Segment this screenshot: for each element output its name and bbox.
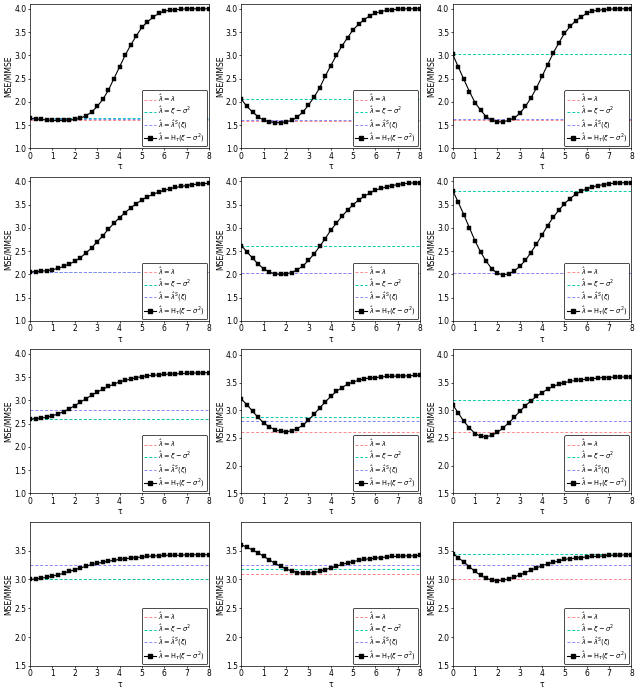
X-axis label: τ: τ: [117, 335, 122, 344]
Y-axis label: MSE/MMSE: MSE/MMSE: [216, 228, 225, 270]
Y-axis label: MSE/MMSE: MSE/MMSE: [216, 573, 225, 615]
X-axis label: τ: τ: [329, 162, 333, 171]
X-axis label: τ: τ: [540, 335, 544, 344]
Legend: $\hat{\lambda} = \lambda$, $\hat{\lambda} = \xi - \sigma^2$, $\hat{\lambda} = \h: $\hat{\lambda} = \lambda$, $\hat{\lambda…: [142, 90, 207, 146]
Legend: $\hat{\lambda} = \lambda$, $\hat{\lambda} = \xi - \sigma^2$, $\hat{\lambda} = \h: $\hat{\lambda} = \lambda$, $\hat{\lambda…: [564, 90, 630, 146]
X-axis label: τ: τ: [540, 507, 544, 516]
X-axis label: τ: τ: [117, 507, 122, 516]
Y-axis label: MSE/MMSE: MSE/MMSE: [427, 401, 436, 442]
Legend: $\hat{\lambda} = \lambda$, $\hat{\lambda} = \xi - \sigma^2$, $\hat{\lambda} = \h: $\hat{\lambda} = \lambda$, $\hat{\lambda…: [353, 263, 418, 319]
X-axis label: τ: τ: [329, 335, 333, 344]
X-axis label: τ: τ: [117, 680, 122, 689]
Y-axis label: MSE/MMSE: MSE/MMSE: [4, 401, 13, 442]
Legend: $\hat{\lambda} = \lambda$, $\hat{\lambda} = \xi - \sigma^2$, $\hat{\lambda} = \h: $\hat{\lambda} = \lambda$, $\hat{\lambda…: [353, 90, 418, 146]
Y-axis label: MSE/MMSE: MSE/MMSE: [427, 55, 436, 97]
Legend: $\hat{\lambda} = \lambda$, $\hat{\lambda} = \xi - \sigma^2$, $\hat{\lambda} = \h: $\hat{\lambda} = \lambda$, $\hat{\lambda…: [142, 435, 207, 491]
Y-axis label: MSE/MMSE: MSE/MMSE: [216, 401, 225, 442]
X-axis label: τ: τ: [540, 162, 544, 171]
Legend: $\hat{\lambda} = \lambda$, $\hat{\lambda} = \xi - \sigma^2$, $\hat{\lambda} = \h: $\hat{\lambda} = \lambda$, $\hat{\lambda…: [142, 263, 207, 319]
Y-axis label: MSE/MMSE: MSE/MMSE: [4, 228, 13, 270]
Y-axis label: MSE/MMSE: MSE/MMSE: [4, 573, 13, 615]
X-axis label: τ: τ: [329, 680, 333, 689]
Legend: $\hat{\lambda} = \lambda$, $\hat{\lambda} = \xi - \sigma^2$, $\hat{\lambda} = \h: $\hat{\lambda} = \lambda$, $\hat{\lambda…: [564, 263, 630, 319]
X-axis label: τ: τ: [329, 507, 333, 516]
Legend: $\hat{\lambda} = \lambda$, $\hat{\lambda} = \xi - \sigma^2$, $\hat{\lambda} = \h: $\hat{\lambda} = \lambda$, $\hat{\lambda…: [564, 435, 630, 491]
Legend: $\hat{\lambda} = \lambda$, $\hat{\lambda} = \xi - \sigma^2$, $\hat{\lambda} = \h: $\hat{\lambda} = \lambda$, $\hat{\lambda…: [353, 435, 418, 491]
Legend: $\hat{\lambda} = \lambda$, $\hat{\lambda} = \xi - \sigma^2$, $\hat{\lambda} = \h: $\hat{\lambda} = \lambda$, $\hat{\lambda…: [564, 608, 630, 664]
Y-axis label: MSE/MMSE: MSE/MMSE: [427, 573, 436, 615]
Y-axis label: MSE/MMSE: MSE/MMSE: [427, 228, 436, 270]
X-axis label: τ: τ: [117, 162, 122, 171]
Legend: $\hat{\lambda} = \lambda$, $\hat{\lambda} = \xi - \sigma^2$, $\hat{\lambda} = \h: $\hat{\lambda} = \lambda$, $\hat{\lambda…: [142, 608, 207, 664]
Y-axis label: MSE/MMSE: MSE/MMSE: [4, 55, 13, 97]
Legend: $\hat{\lambda} = \lambda$, $\hat{\lambda} = \xi - \sigma^2$, $\hat{\lambda} = \h: $\hat{\lambda} = \lambda$, $\hat{\lambda…: [353, 608, 418, 664]
X-axis label: τ: τ: [540, 680, 544, 689]
Y-axis label: MSE/MMSE: MSE/MMSE: [216, 55, 225, 97]
